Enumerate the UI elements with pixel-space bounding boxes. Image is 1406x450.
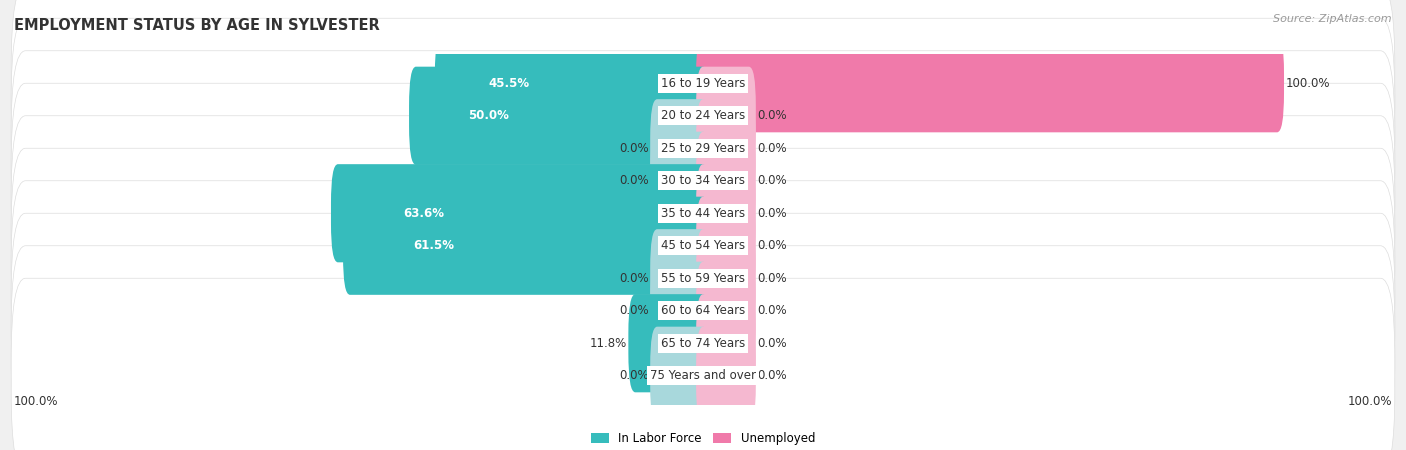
FancyBboxPatch shape (696, 164, 756, 262)
Text: 0.0%: 0.0% (758, 337, 787, 350)
Text: 25 to 29 Years: 25 to 29 Years (661, 142, 745, 155)
FancyBboxPatch shape (11, 148, 1395, 343)
Text: 0.0%: 0.0% (758, 174, 787, 187)
FancyBboxPatch shape (650, 132, 710, 230)
Text: 0.0%: 0.0% (619, 142, 648, 155)
Text: 63.6%: 63.6% (404, 207, 444, 220)
Text: EMPLOYMENT STATUS BY AGE IN SYLVESTER: EMPLOYMENT STATUS BY AGE IN SYLVESTER (14, 18, 380, 33)
FancyBboxPatch shape (11, 181, 1395, 376)
FancyBboxPatch shape (650, 262, 710, 360)
Text: 0.0%: 0.0% (619, 304, 648, 317)
Text: 0.0%: 0.0% (758, 272, 787, 285)
Text: 0.0%: 0.0% (758, 207, 787, 220)
Text: 61.5%: 61.5% (413, 239, 454, 252)
FancyBboxPatch shape (11, 116, 1395, 311)
Text: 60 to 64 Years: 60 to 64 Years (661, 304, 745, 317)
FancyBboxPatch shape (628, 294, 710, 392)
Text: 45 to 54 Years: 45 to 54 Years (661, 239, 745, 252)
FancyBboxPatch shape (343, 197, 710, 295)
Text: 11.8%: 11.8% (589, 337, 627, 350)
FancyBboxPatch shape (696, 197, 756, 295)
Text: Source: ZipAtlas.com: Source: ZipAtlas.com (1274, 14, 1392, 23)
Text: 75 Years and over: 75 Years and over (650, 369, 756, 382)
FancyBboxPatch shape (696, 294, 756, 392)
Text: 45.5%: 45.5% (489, 77, 530, 90)
FancyBboxPatch shape (650, 229, 710, 327)
FancyBboxPatch shape (11, 213, 1395, 408)
FancyBboxPatch shape (11, 246, 1395, 441)
Text: 55 to 59 Years: 55 to 59 Years (661, 272, 745, 285)
Text: 0.0%: 0.0% (619, 369, 648, 382)
FancyBboxPatch shape (11, 0, 1395, 181)
FancyBboxPatch shape (11, 18, 1395, 213)
FancyBboxPatch shape (696, 327, 756, 425)
Text: 0.0%: 0.0% (758, 304, 787, 317)
Text: 0.0%: 0.0% (758, 142, 787, 155)
FancyBboxPatch shape (11, 83, 1395, 278)
FancyBboxPatch shape (696, 34, 1284, 132)
FancyBboxPatch shape (650, 99, 710, 197)
Text: 0.0%: 0.0% (619, 174, 648, 187)
FancyBboxPatch shape (696, 67, 756, 165)
Text: 30 to 34 Years: 30 to 34 Years (661, 174, 745, 187)
Text: 35 to 44 Years: 35 to 44 Years (661, 207, 745, 220)
Text: 0.0%: 0.0% (619, 272, 648, 285)
FancyBboxPatch shape (409, 67, 710, 165)
FancyBboxPatch shape (696, 229, 756, 327)
Text: 0.0%: 0.0% (758, 109, 787, 122)
Text: 100.0%: 100.0% (14, 395, 59, 408)
FancyBboxPatch shape (11, 278, 1395, 450)
Text: 16 to 19 Years: 16 to 19 Years (661, 77, 745, 90)
FancyBboxPatch shape (696, 132, 756, 230)
FancyBboxPatch shape (434, 34, 710, 132)
Text: 20 to 24 Years: 20 to 24 Years (661, 109, 745, 122)
Text: 50.0%: 50.0% (468, 109, 509, 122)
Text: 0.0%: 0.0% (758, 369, 787, 382)
FancyBboxPatch shape (696, 99, 756, 197)
FancyBboxPatch shape (696, 262, 756, 360)
Text: 0.0%: 0.0% (758, 239, 787, 252)
Text: 100.0%: 100.0% (1285, 77, 1330, 90)
Text: 65 to 74 Years: 65 to 74 Years (661, 337, 745, 350)
Text: 100.0%: 100.0% (1347, 395, 1392, 408)
FancyBboxPatch shape (650, 327, 710, 425)
FancyBboxPatch shape (330, 164, 710, 262)
Legend: In Labor Force, Unemployed: In Labor Force, Unemployed (591, 432, 815, 445)
FancyBboxPatch shape (11, 51, 1395, 246)
